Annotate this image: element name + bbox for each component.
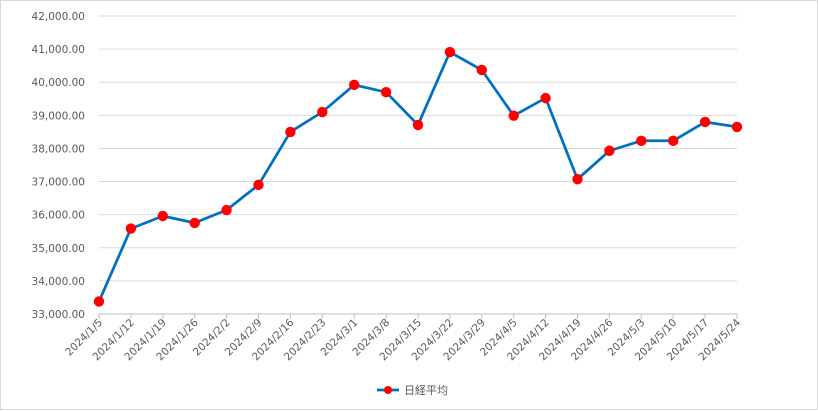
- legend-marker-swatch: [384, 386, 392, 394]
- data-point: [221, 204, 232, 216]
- legend-label: 日経平均: [404, 384, 448, 397]
- y-tick-label: 40,000.00: [32, 77, 85, 89]
- legend: 日経平均: [377, 384, 448, 397]
- series-layer: [93, 46, 743, 307]
- y-tick-label: 42,000.00: [32, 11, 85, 23]
- data-point: [349, 79, 360, 91]
- data-point: [317, 106, 328, 118]
- gridlines: [99, 15, 737, 315]
- data-point: [699, 116, 711, 128]
- y-tick-label: 41,000.00: [32, 44, 85, 56]
- data-point: [668, 135, 679, 147]
- data-point: [540, 92, 551, 104]
- data-point: [508, 110, 519, 121]
- data-point: [636, 135, 647, 147]
- data-point: [189, 217, 200, 229]
- x-axis: 2024/1/52024/1/122024/1/192024/1/262024/…: [63, 313, 743, 363]
- data-point: [412, 119, 424, 131]
- y-tick-label: 33,000.00: [32, 309, 85, 321]
- data-point: [604, 145, 615, 156]
- y-axis: 33,000.00 34,000.00 35,000.00 36,000.00 37,0…: [32, 11, 85, 321]
- y-tick-label: 34,000.00: [32, 276, 85, 288]
- y-tick-label: 36,000.00: [32, 210, 85, 222]
- data-point: [444, 46, 456, 58]
- data-point: [476, 64, 487, 76]
- y-tick-label: 37,000.00: [32, 177, 85, 189]
- data-point: [253, 179, 264, 191]
- data-point: [285, 126, 296, 138]
- data-point: [380, 86, 392, 98]
- data-point: [731, 121, 743, 133]
- y-tick-label: 38,000.00: [32, 143, 85, 155]
- data-point: [93, 296, 105, 307]
- y-tick-label: 35,000.00: [32, 243, 85, 255]
- data-point: [125, 223, 137, 234]
- series-line: [97, 50, 739, 303]
- data-point: [572, 174, 583, 185]
- y-tick-label: 39,000.00: [32, 110, 85, 122]
- data-point: [157, 210, 168, 222]
